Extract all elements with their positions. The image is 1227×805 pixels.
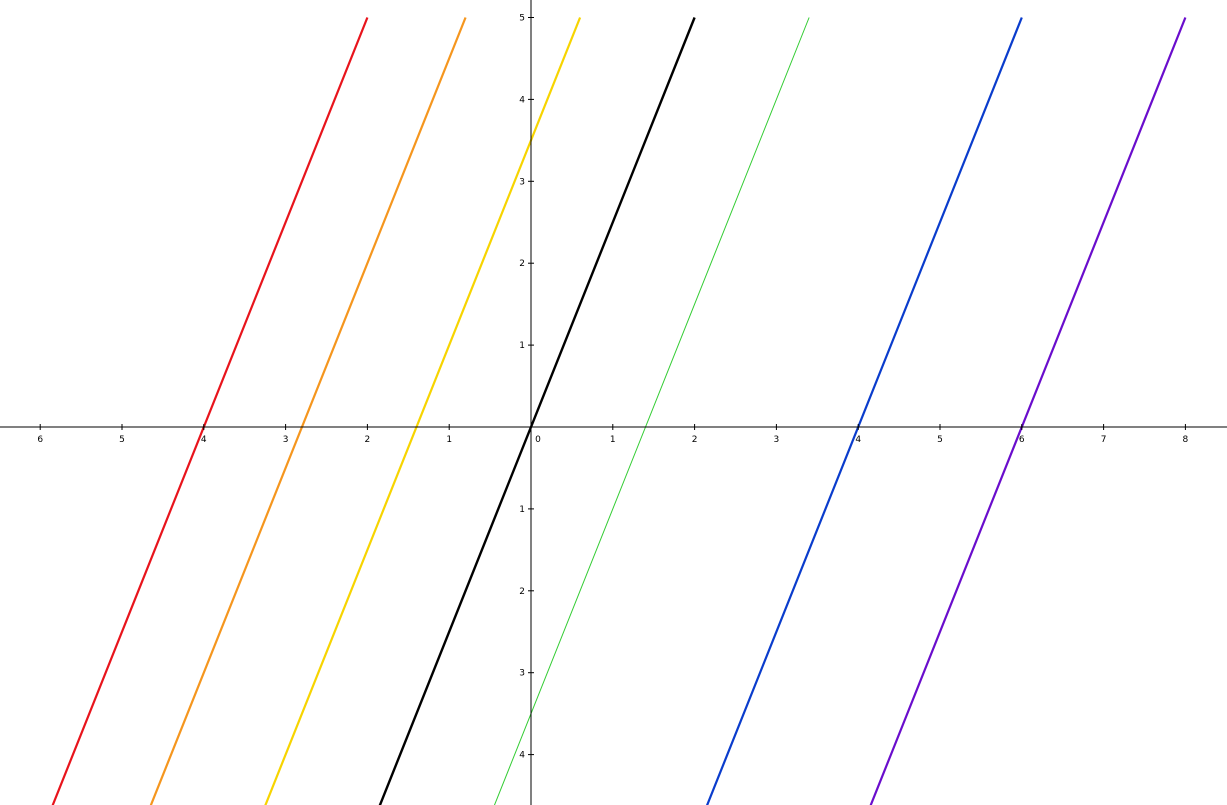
y-tick-label: 2	[519, 587, 525, 597]
series-layer	[51, 17, 1187, 805]
x-tick-label: 0	[535, 435, 541, 445]
series-line-6	[706, 17, 1023, 805]
series-line-1	[51, 17, 369, 805]
x-tick-label: 1	[446, 435, 452, 445]
y-tick-label: 4	[519, 95, 525, 105]
y-tick-label: 3	[519, 177, 525, 187]
x-tick-label: 5	[937, 435, 943, 445]
y-tick-label: 1	[519, 341, 525, 351]
x-tick-label: 1	[610, 435, 616, 445]
x-tick-label: 6	[1019, 435, 1025, 445]
x-tick-label: 5	[119, 435, 125, 445]
y-tick-label: 1	[519, 505, 525, 515]
x-tick-label: 4	[201, 435, 207, 445]
series-line-2	[149, 17, 467, 805]
x-tick-label: 8	[1183, 435, 1189, 445]
x-tick-label: 3	[774, 435, 780, 445]
x-tick-label: 3	[283, 435, 289, 445]
series-line-7	[869, 17, 1187, 805]
y-tick-label: 5	[519, 14, 525, 24]
x-tick-label: 2	[365, 435, 371, 445]
x-tick-label: 2	[692, 435, 698, 445]
tick-layer: 6 5 4 3 2 1 0 1 2 3 4 5 6 7 8 4 3 2 1 1 2 3 4 5	[37, 14, 1188, 761]
y-tick-label: 2	[519, 259, 525, 269]
y-tick-label: 3	[519, 669, 525, 679]
x-tick-label: 4	[855, 435, 861, 445]
x-tick-label: 7	[1101, 435, 1107, 445]
x-tick-label: 6	[37, 435, 43, 445]
y-tick-label: 4	[519, 751, 525, 761]
